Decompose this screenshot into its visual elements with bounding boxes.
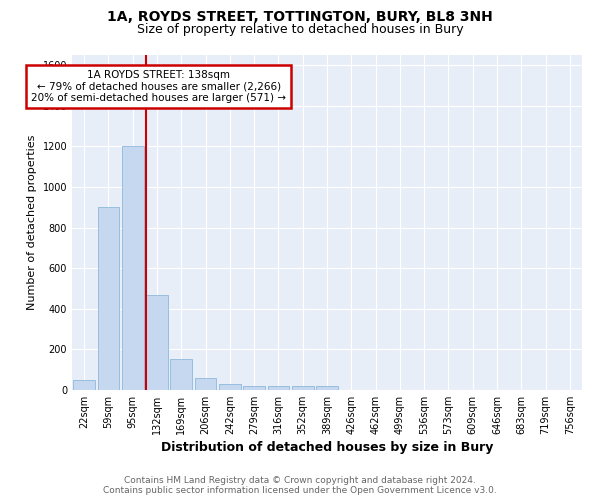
Bar [292, 386, 314, 390]
Bar [219, 384, 241, 390]
Bar [170, 358, 192, 390]
Text: Size of property relative to detached houses in Bury: Size of property relative to detached ho… [137, 22, 463, 36]
Text: 1A ROYDS STREET: 138sqm
← 79% of detached houses are smaller (2,266)
20% of semi: 1A ROYDS STREET: 138sqm ← 79% of detache… [31, 70, 286, 103]
Y-axis label: Number of detached properties: Number of detached properties [27, 135, 37, 310]
X-axis label: Distribution of detached houses by size in Bury: Distribution of detached houses by size … [161, 441, 493, 454]
Text: 1A, ROYDS STREET, TOTTINGTON, BURY, BL8 3NH: 1A, ROYDS STREET, TOTTINGTON, BURY, BL8 … [107, 10, 493, 24]
Text: Contains HM Land Registry data © Crown copyright and database right 2024.
Contai: Contains HM Land Registry data © Crown c… [103, 476, 497, 495]
Bar [73, 380, 95, 390]
Bar [316, 386, 338, 390]
Bar [194, 378, 217, 390]
Bar [268, 386, 289, 390]
Bar [97, 208, 119, 390]
Bar [243, 386, 265, 390]
Bar [146, 294, 168, 390]
Bar [122, 146, 143, 390]
